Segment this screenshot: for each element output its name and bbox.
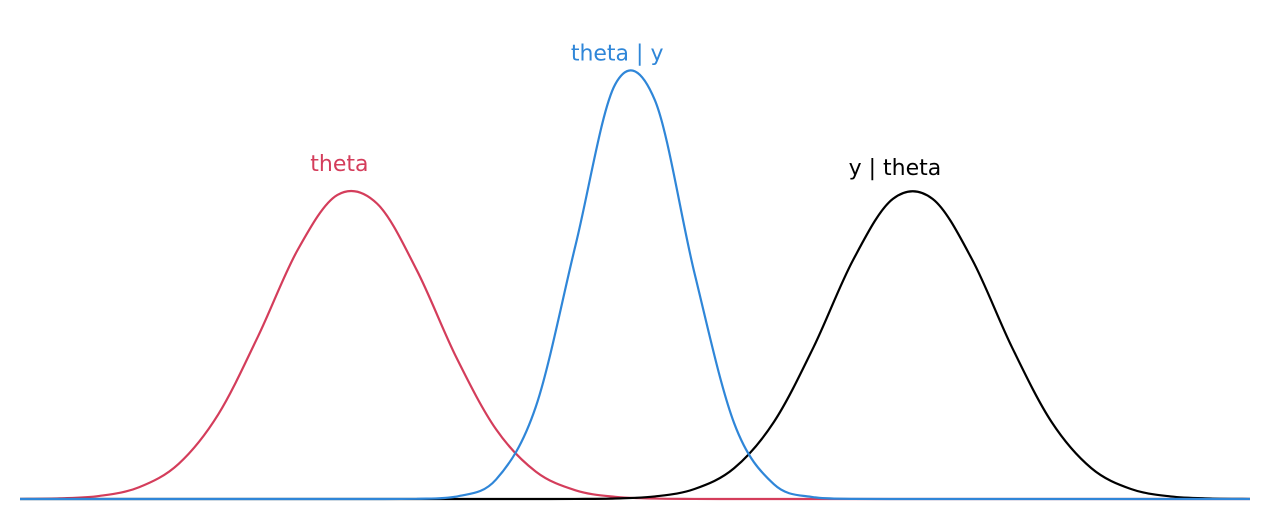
density-curve	[20, 190, 1251, 501]
curve-label: theta	[310, 152, 368, 177]
density-curve	[19, 189, 1250, 501]
curve-label: theta | y	[571, 41, 664, 66]
curve-label: y | theta	[849, 156, 942, 181]
density-curve	[20, 69, 1250, 501]
